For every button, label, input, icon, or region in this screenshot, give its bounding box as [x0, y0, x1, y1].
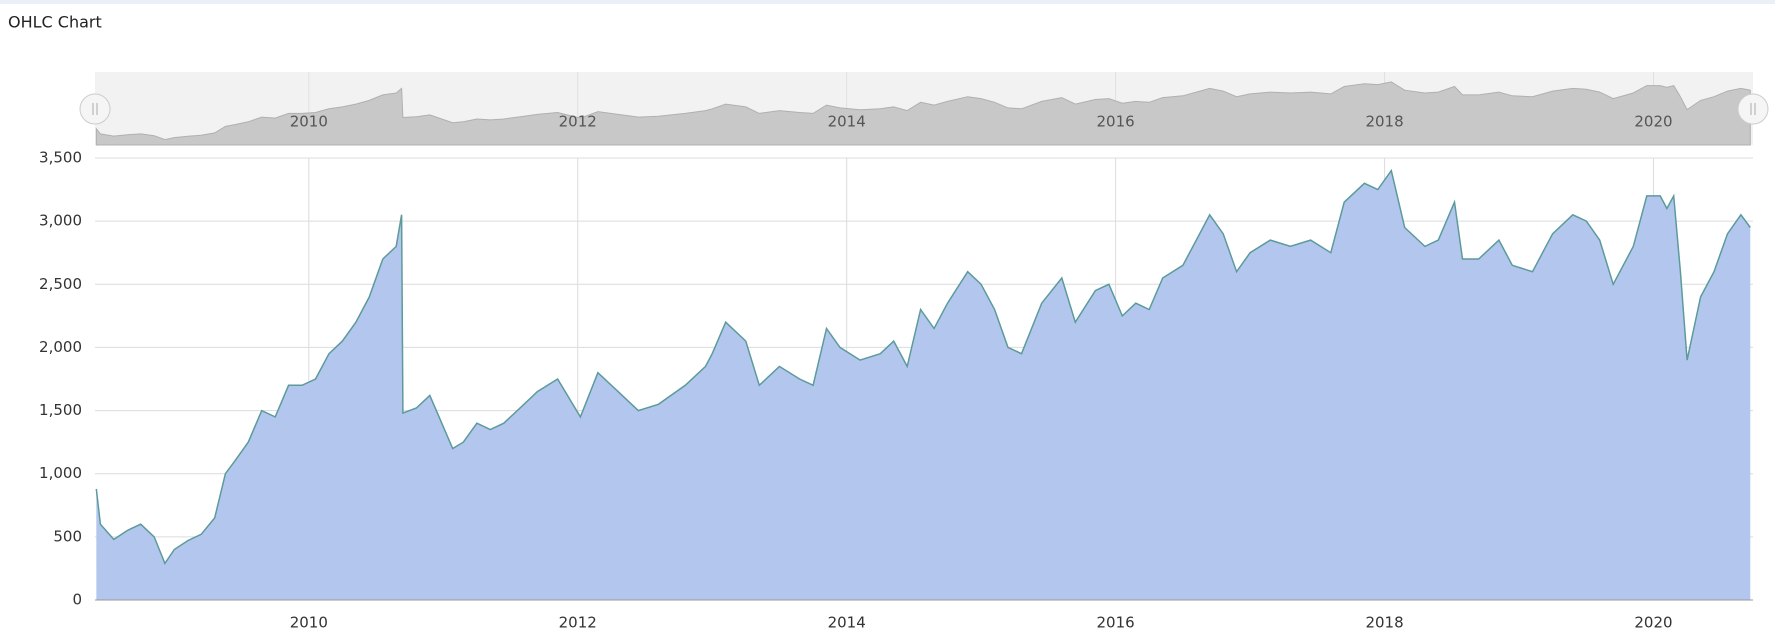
y-tick-label: 3,000 [39, 212, 82, 230]
y-tick-label: 2,000 [39, 338, 82, 356]
navigator-tick-label: 2010 [290, 113, 328, 131]
x-tick-label: 2012 [559, 614, 597, 632]
navigator-tick-label: 2020 [1634, 113, 1672, 131]
x-tick-label: 2018 [1365, 614, 1403, 632]
area [96, 170, 1751, 600]
chart-title: OHLC Chart [8, 13, 102, 32]
line [95, 168, 1751, 565]
x-tick-label: 2010 [290, 614, 328, 632]
x-tick-label: 2016 [1097, 614, 1135, 632]
y-tick-label: 500 [53, 527, 82, 545]
y-tick-label: 1,500 [39, 401, 82, 419]
navigator-handle[interactable] [79, 93, 111, 125]
navigator-tick-label: 2016 [1097, 113, 1135, 131]
y-tick-label: 2,500 [39, 275, 82, 293]
y-tick-label: 0 [72, 591, 82, 609]
y-tick-label: 3,500 [39, 149, 82, 167]
x-tick-label: 2014 [828, 614, 866, 632]
navigator-tick-label: 2018 [1365, 113, 1403, 131]
navigator-tick-label: 2014 [828, 113, 866, 131]
navigator-tick-label: 2012 [559, 113, 597, 131]
top-border [0, 0, 1775, 4]
y-tick-label: 1,000 [39, 464, 82, 482]
navigator-area [95, 81, 1751, 146]
navigator-handle[interactable] [1737, 93, 1769, 125]
x-tick-label: 2020 [1634, 614, 1672, 632]
